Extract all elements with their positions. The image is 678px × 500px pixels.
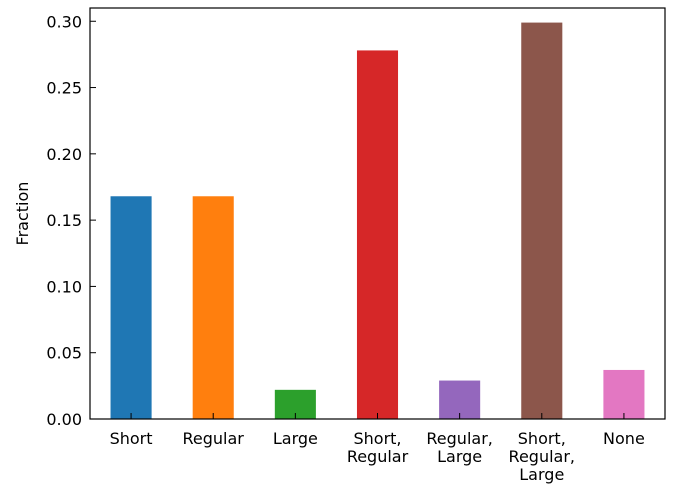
x-tick-label: Short, Regular, Large: [509, 429, 575, 484]
x-tick-label-line: Short: [110, 429, 153, 448]
x-tick-label-line: Regular,: [426, 429, 492, 448]
x-tick-label-line: Large: [273, 429, 318, 448]
x-tick-label-line: Regular: [347, 447, 409, 466]
x-tick-label-line: Large: [519, 465, 564, 484]
bar-1: [192, 196, 234, 419]
x-tick-label-line: Short,: [518, 429, 566, 448]
y-tick-label: 0.25: [46, 79, 82, 98]
bars-group: [110, 22, 645, 420]
x-tick-label: Short: [110, 429, 153, 448]
x-tick-label: Regular: [183, 429, 245, 448]
x-tick-label-line: Short,: [353, 429, 401, 448]
y-tick-label: 0.15: [46, 211, 82, 230]
y-tick-label: 0.10: [46, 277, 82, 296]
x-tick-label-line: None: [603, 429, 645, 448]
y-tick-label: 0.20: [46, 145, 82, 164]
x-tick-label: None: [603, 429, 645, 448]
y-axis-label: Fraction: [13, 182, 32, 246]
x-tick-label: Short, Regular: [347, 429, 409, 466]
y-tick-label: 0.05: [46, 344, 82, 363]
bar-6: [603, 369, 645, 419]
x-tick-label: Large: [273, 429, 318, 448]
bar-5: [521, 22, 563, 420]
x-tick-label-line: Regular,: [509, 447, 575, 466]
y-tick-label: 0.30: [46, 12, 82, 31]
y-tick-label: 0.00: [46, 410, 82, 429]
x-tick-label-line: Large: [437, 447, 482, 466]
y-axis: 0.00 0.05 0.10 0.15 0.20 0.25 0.30: [46, 12, 96, 429]
bar-3: [356, 50, 399, 419]
bar-0: [110, 196, 152, 419]
x-tick-label: Regular, Large: [426, 429, 492, 466]
bar-4: [439, 380, 481, 419]
x-tick-label-line: Regular: [183, 429, 245, 448]
